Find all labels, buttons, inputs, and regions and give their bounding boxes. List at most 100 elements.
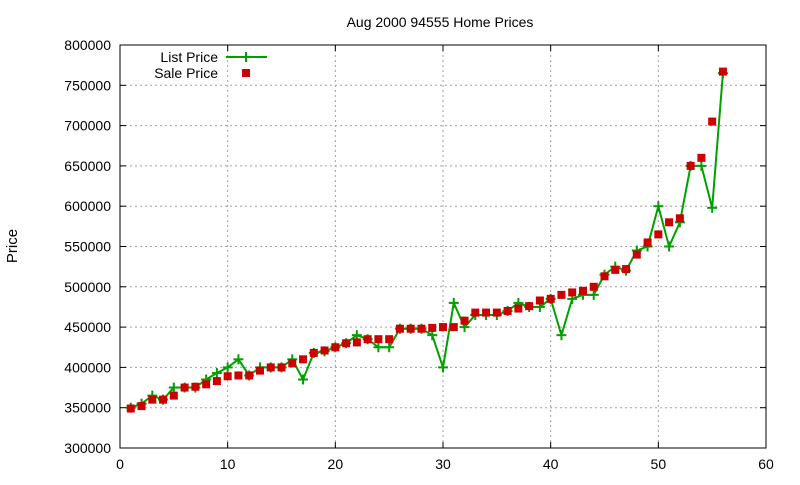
legend-label: List Price — [160, 49, 218, 65]
y-tick-label: 800000 — [64, 37, 111, 53]
sale-price-point — [277, 363, 286, 372]
sale-price-point — [578, 286, 587, 295]
list-price-point — [233, 354, 244, 365]
legend-marker — [241, 52, 251, 62]
sale-price-point — [514, 304, 523, 313]
sale-price-point — [546, 294, 555, 303]
list-price-point — [438, 362, 448, 373]
sale-price-point — [697, 153, 706, 162]
list-price-point — [298, 374, 309, 385]
sale-price-point — [331, 343, 340, 352]
list-price-point — [707, 202, 718, 213]
list-price-point — [556, 330, 567, 341]
sale-price-point — [374, 335, 383, 344]
x-tick-label: 50 — [651, 456, 667, 472]
sale-price-point — [589, 282, 598, 291]
sale-price-point — [395, 324, 404, 333]
sale-price-point — [191, 382, 200, 391]
list-price-point — [696, 160, 707, 171]
plot-area — [125, 67, 728, 413]
x-tick-label: 30 — [435, 456, 451, 472]
x-tick-label: 0 — [116, 456, 124, 472]
list-price-point — [222, 362, 233, 373]
legend-label: Sale Price — [154, 65, 218, 81]
sale-price-point — [482, 308, 491, 317]
sale-price-point — [439, 323, 447, 332]
sale-price-point — [557, 290, 566, 299]
sale-price-point — [245, 371, 254, 380]
sale-price-point — [320, 346, 329, 355]
list-price-point — [373, 342, 384, 353]
sale-price-point — [159, 395, 168, 404]
y-tick-label: 500000 — [64, 279, 111, 295]
sale-price-point — [622, 265, 631, 274]
sale-price-point — [299, 355, 308, 364]
y-tick-label: 600000 — [64, 198, 111, 214]
sale-price-point — [137, 402, 146, 411]
sale-price-point — [342, 339, 351, 348]
sale-price-point — [686, 161, 695, 170]
list-price-point — [211, 368, 222, 379]
sale-price-point — [255, 366, 264, 375]
sale-price-point — [492, 308, 501, 317]
list-price-point — [168, 382, 179, 393]
sale-price-point — [148, 395, 157, 404]
y-tick-label: 650000 — [64, 158, 111, 174]
sale-price-point — [632, 250, 641, 259]
sale-price-point — [654, 230, 663, 239]
sale-price-point — [503, 306, 512, 315]
grid-lines — [120, 45, 766, 448]
chart-title: Aug 2000 94555 Home Prices — [347, 14, 534, 30]
sale-price-series — [126, 67, 727, 413]
sale-price-point — [718, 67, 727, 76]
sale-price-point — [223, 372, 232, 381]
axis-ticks: 0 10 20 30 40 50 60 300000 350000 400000 450000 500… — [64, 37, 774, 472]
y-axis-label: Price — [4, 229, 21, 263]
x-tick-label: 40 — [543, 456, 559, 472]
sale-price-point — [708, 117, 717, 126]
y-tick-label: 700000 — [64, 118, 111, 134]
sale-price-point — [568, 288, 577, 297]
sale-price-point — [212, 377, 221, 386]
x-tick-label: 10 — [220, 456, 236, 472]
sale-price-point — [417, 324, 426, 333]
sale-price-point — [202, 380, 211, 389]
list-price-point — [653, 201, 664, 212]
y-tick-label: 400000 — [64, 359, 111, 375]
sale-price-point — [363, 335, 372, 344]
list-price-line — [130, 73, 724, 409]
list-price-point — [588, 289, 599, 300]
sale-price-point — [288, 359, 297, 368]
list-price-point — [664, 241, 675, 252]
sale-price-point — [675, 214, 684, 223]
sale-price-point — [665, 218, 674, 227]
legend-item-sale-price: Sale Price — [154, 65, 250, 81]
sale-price-point — [471, 308, 480, 317]
list-price-point — [448, 297, 459, 308]
sale-price-point — [460, 316, 469, 325]
sale-price-point — [169, 391, 178, 400]
sale-price-point — [525, 302, 534, 311]
sale-price-point — [234, 371, 243, 380]
sale-price-point — [180, 383, 189, 392]
sale-price-point — [406, 324, 415, 333]
list-price-series — [125, 68, 728, 413]
sale-price-point — [266, 363, 275, 372]
sale-price-point — [309, 348, 318, 357]
sale-price-point — [449, 323, 458, 332]
y-tick-label: 300000 — [64, 440, 111, 456]
sale-price-point — [611, 265, 620, 274]
x-tick-label: 20 — [328, 456, 344, 472]
sale-price-point — [126, 404, 135, 413]
sale-price-point — [643, 238, 652, 247]
sale-price-point — [600, 272, 609, 281]
list-price-point — [384, 342, 395, 353]
y-tick-label: 550000 — [64, 239, 111, 255]
y-tick-label: 350000 — [64, 400, 111, 416]
y-tick-label: 750000 — [64, 77, 111, 93]
y-tick-label: 450000 — [64, 319, 111, 335]
sale-price-point — [385, 335, 394, 344]
legend-marker — [242, 69, 250, 77]
